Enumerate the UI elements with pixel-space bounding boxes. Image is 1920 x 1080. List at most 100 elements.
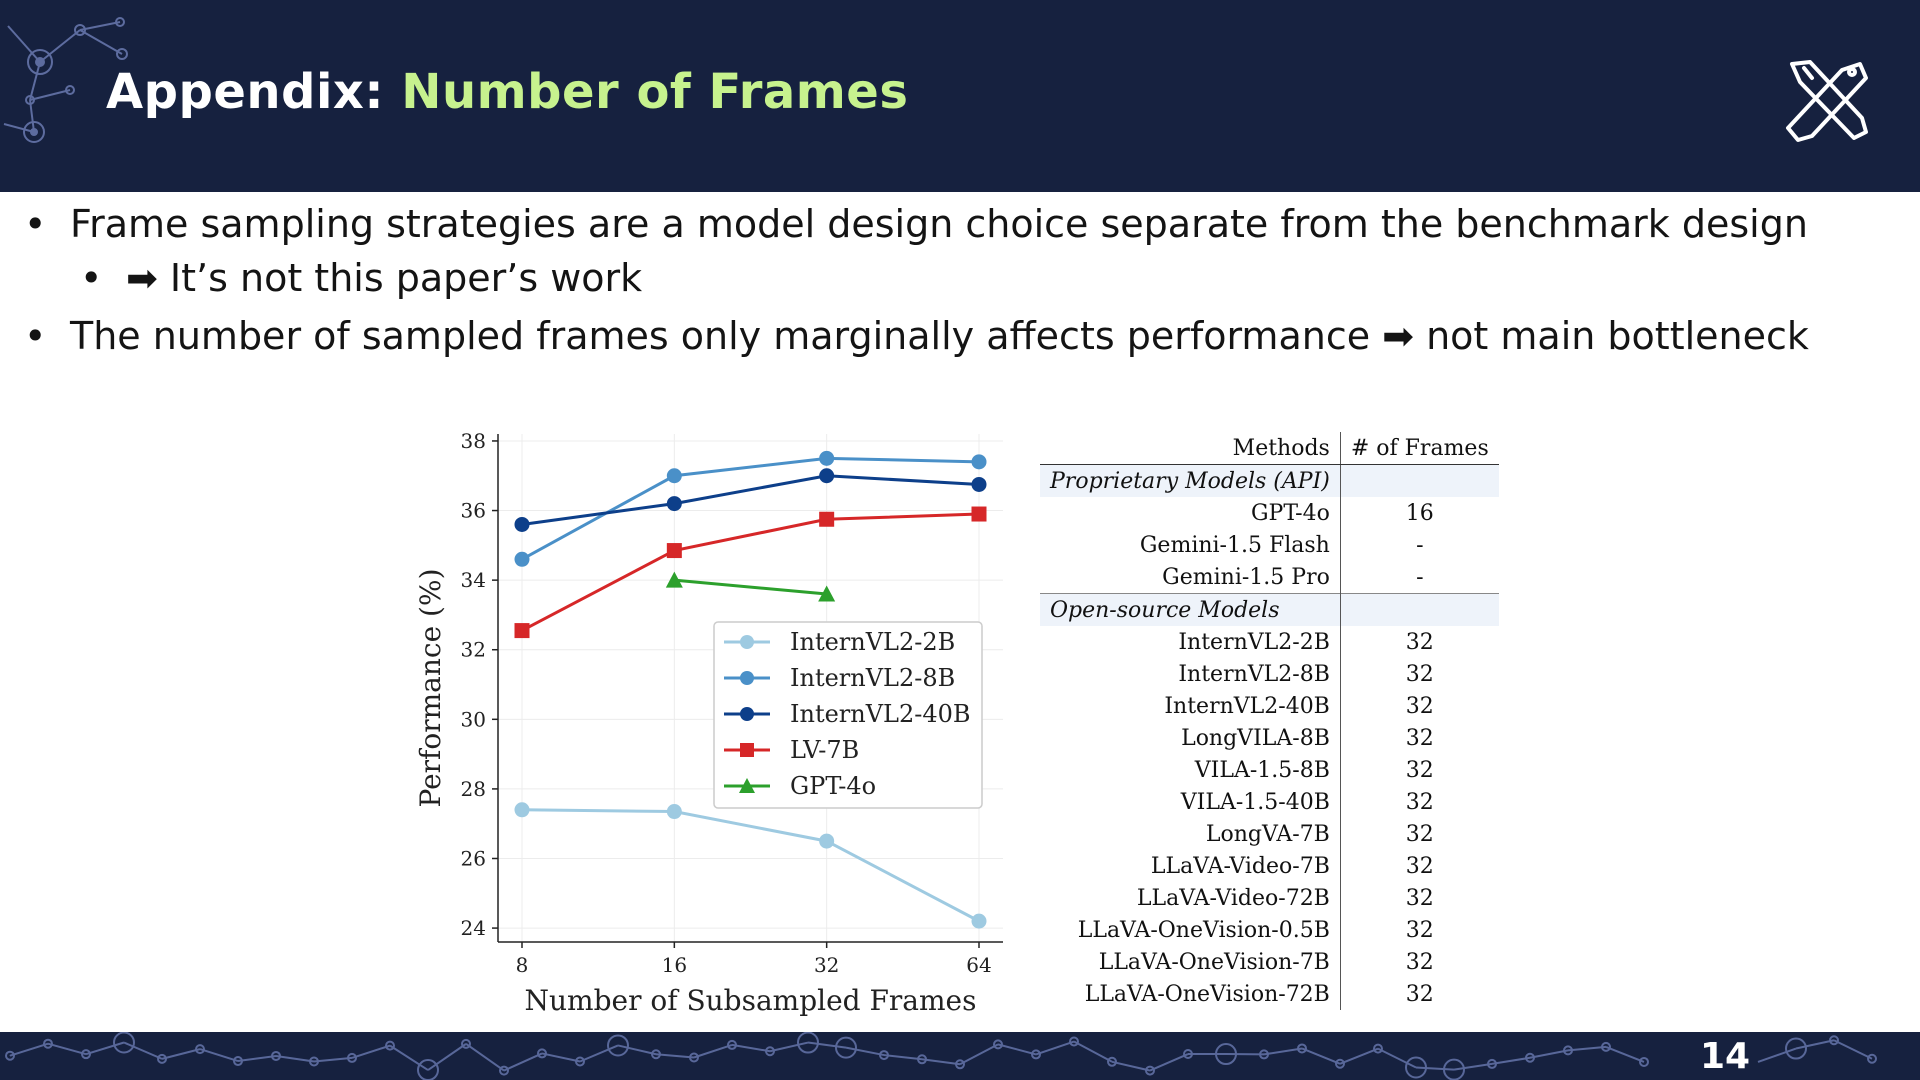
x-tick-label: 16 <box>662 953 687 977</box>
data-point <box>819 450 835 466</box>
y-tick-label: 26 <box>461 846 486 870</box>
data-point <box>971 454 987 470</box>
method-cell: InternVL2-8B <box>1040 658 1341 690</box>
y-tick-label: 38 <box>461 429 486 453</box>
table-row: LLaVA-Video-7B 32 <box>1040 850 1499 882</box>
method-cell: LLaVA-OneVision-0.5B <box>1040 914 1341 946</box>
method-cell: LLaVA-OneVision-7B <box>1040 946 1341 978</box>
data-point <box>739 778 755 793</box>
method-cell: Gemini-1.5 Pro <box>1040 561 1341 594</box>
bullet-text: The number of sampled frames only margin… <box>70 314 1809 358</box>
data-point <box>740 635 754 649</box>
frames-cell: 32 <box>1405 821 1434 847</box>
method-cell: InternVL2-40B <box>1040 690 1341 722</box>
table-row: LLaVA-OneVision-72B 32 <box>1040 978 1499 1010</box>
header-frames: # of Frames <box>1340 432 1499 465</box>
data-point <box>666 543 682 559</box>
frames-cell: 32 <box>1405 917 1434 943</box>
network-graph-decor <box>3 17 128 143</box>
y-tick-label: 34 <box>461 568 486 592</box>
method-cell: Gemini-1.5 Flash <box>1040 529 1341 561</box>
frames-cell: 32 <box>1405 981 1434 1007</box>
crossed-tools-logo-icon <box>1786 60 1868 142</box>
data-point <box>514 623 530 639</box>
frames-table: Methods # of Frames Proprietary Models (A… <box>1040 432 1499 1010</box>
table-row: InternVL2-2B 32 <box>1040 626 1499 658</box>
table-row: LongVA-7B 32 <box>1040 818 1499 850</box>
data-point <box>666 804 682 820</box>
bullet-symbol: • <box>80 256 103 300</box>
group-label: Proprietary Models (API) <box>1040 464 1341 497</box>
data-point <box>740 671 754 685</box>
data-point <box>514 516 530 532</box>
title-prefix: Appendix: <box>106 64 402 120</box>
bullet-symbol: • <box>24 202 47 246</box>
frames-cell: 32 <box>1405 885 1434 911</box>
series-line <box>521 512 980 632</box>
frames-cell: - <box>1416 532 1424 558</box>
y-tick-label: 32 <box>461 638 486 662</box>
header-bar: Appendix: Number of Frames <box>0 0 1920 192</box>
data-point <box>819 833 835 849</box>
table-header-row: Methods # of Frames <box>1040 432 1499 465</box>
y-tick-label: 24 <box>461 916 486 940</box>
table-group-row: Open-source Models <box>1040 593 1499 626</box>
y-tick-label: 28 <box>461 777 486 801</box>
frames-cell: - <box>1416 564 1424 590</box>
y-tick-label: 30 <box>461 707 486 731</box>
group-spacer <box>1340 464 1499 497</box>
table-row: LLaVA-OneVision-0.5B 32 <box>1040 914 1499 946</box>
header-methods: Methods <box>1040 432 1341 465</box>
network-graph-decor <box>5 1032 1877 1080</box>
x-tick-label: 64 <box>966 953 991 977</box>
frames-cell: 32 <box>1405 789 1434 815</box>
table-row: InternVL2-8B 32 <box>1040 658 1499 690</box>
method-cell: LongVILA-8B <box>1040 722 1341 754</box>
frames-cell: 16 <box>1405 500 1434 526</box>
series-line <box>521 808 980 923</box>
frames-cell: 32 <box>1405 661 1434 687</box>
table-row: VILA-1.5-40B 32 <box>1040 786 1499 818</box>
footer-bar <box>0 1032 1920 1080</box>
frames-cell: 32 <box>1405 949 1434 975</box>
frames-performance-chart: 24 26 28 30 32 34 36 38 8 16 32 64 Number of Subsamp… <box>414 429 1003 1017</box>
table-row: VILA-1.5-8B 32 <box>1040 754 1499 786</box>
x-axis-label: Number of Subsampled Frames <box>524 984 976 1017</box>
method-cell: VILA-1.5-8B <box>1040 754 1341 786</box>
frames-cell: 32 <box>1405 757 1434 783</box>
method-cell: InternVL2-2B <box>1040 626 1341 658</box>
data-point <box>740 743 754 757</box>
method-cell: VILA-1.5-40B <box>1040 786 1341 818</box>
data-point <box>666 468 682 484</box>
series-line <box>521 456 980 561</box>
legend-label: GPT-4o <box>790 772 876 800</box>
slide-title: Appendix: Number of Frames <box>106 64 908 120</box>
data-point <box>740 707 754 721</box>
method-cell: LLaVA-OneVision-72B <box>1040 978 1341 1010</box>
table-row: LLaVA-OneVision-7B 32 <box>1040 946 1499 978</box>
bullet-text: Frame sampling strategies are a model de… <box>70 202 1808 246</box>
data-point <box>971 913 987 929</box>
group-spacer <box>1340 593 1499 626</box>
method-cell: LLaVA-Video-7B <box>1040 850 1341 882</box>
table-row: LLaVA-Video-72B 32 <box>1040 882 1499 914</box>
data-point <box>665 571 683 588</box>
data-point <box>971 506 987 522</box>
table-row: InternVL2-40B 32 <box>1040 690 1499 722</box>
table-row: GPT-4o 16 <box>1040 497 1499 529</box>
series-line <box>521 474 980 526</box>
y-axis-label: Performance (%) <box>414 568 447 807</box>
data-point <box>971 476 987 492</box>
table-row: LongVILA-8B 32 <box>1040 722 1499 754</box>
legend-label: LV-7B <box>790 736 859 764</box>
page-number: 14 <box>1700 1036 1751 1077</box>
method-cell: LongVA-7B <box>1040 818 1341 850</box>
group-label: Open-source Models <box>1040 593 1341 626</box>
data-point <box>819 511 835 527</box>
x-tick-label: 8 <box>516 953 529 977</box>
legend-label: InternVL2-2B <box>790 628 955 656</box>
data-point <box>666 496 682 512</box>
legend-label: InternVL2-8B <box>790 664 955 692</box>
data-point <box>818 585 836 602</box>
table-row: Gemini-1.5 Flash - <box>1040 529 1499 561</box>
